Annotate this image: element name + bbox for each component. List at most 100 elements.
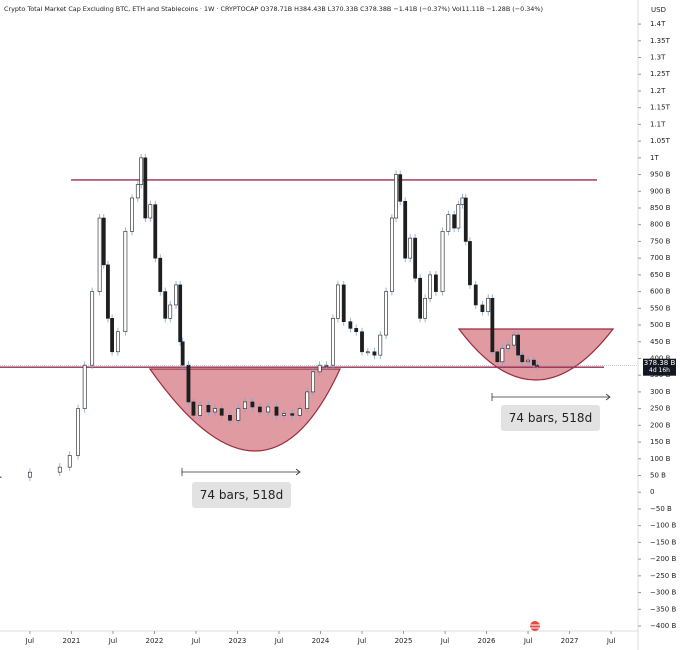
- candle: [418, 277, 423, 319]
- y-tick-label: −350 B: [650, 605, 676, 613]
- y-tick-label: −100 B: [650, 522, 676, 530]
- candle: [463, 197, 468, 242]
- candle: [243, 401, 247, 409]
- candle: [153, 204, 158, 259]
- candle: [27, 471, 32, 478]
- y-tick-label: 550 B: [650, 304, 671, 312]
- candle: [428, 274, 432, 299]
- y-tick-label: 200 B: [650, 421, 671, 429]
- y-tick-label: 300 B: [650, 388, 671, 396]
- candle: [468, 241, 472, 286]
- label-box: [501, 405, 600, 431]
- candle: [174, 284, 178, 306]
- candle: [123, 231, 128, 333]
- candle: [317, 364, 322, 373]
- x-tick-label: Jul: [25, 637, 35, 645]
- candle: [354, 328, 359, 333]
- candle: [206, 404, 211, 413]
- candle: [101, 217, 106, 266]
- candle: [372, 351, 377, 356]
- x-tick-label: 2021: [62, 637, 80, 645]
- candle: [408, 237, 413, 259]
- candle: [398, 174, 403, 202]
- candle: [57, 466, 62, 473]
- y-tick-label: 150 B: [650, 438, 671, 446]
- y-tick-label: 850 B: [650, 204, 671, 212]
- candle: [490, 297, 495, 353]
- measure-right: 74 bars, 518d: [491, 393, 611, 431]
- measure-left: 74 bars, 518d: [181, 468, 301, 508]
- candle: [97, 217, 102, 292]
- candle: [130, 197, 134, 232]
- flag-icon: [530, 621, 540, 631]
- candle: [143, 157, 148, 219]
- y-tick-label: 400 B: [650, 354, 671, 362]
- candle: [336, 284, 340, 319]
- y-tick-label: 900 B: [650, 187, 671, 195]
- candle: [148, 204, 153, 219]
- candle: [456, 204, 461, 229]
- candle: [82, 364, 87, 409]
- candle: [486, 297, 491, 312]
- candle: [67, 455, 72, 468]
- candle: [520, 354, 525, 363]
- candle: [266, 406, 271, 413]
- candle: [526, 359, 530, 363]
- candle: [158, 257, 163, 292]
- x-tick-label: Jul: [274, 637, 284, 645]
- candle: [394, 174, 398, 219]
- candle: [403, 201, 408, 259]
- candle: [434, 274, 438, 292]
- y-tick-label: −50 B: [650, 505, 672, 513]
- y-tick-label: 750 B: [650, 237, 671, 245]
- candle: [198, 404, 202, 416]
- y-tick-label: −400 B: [650, 622, 676, 630]
- y-tick-label: 1.05T: [650, 137, 671, 145]
- candle: [290, 413, 295, 416]
- x-tick-label: 2023: [229, 637, 247, 645]
- candle: [250, 401, 255, 408]
- y-tick-label: −150 B: [650, 538, 676, 546]
- candle: [110, 318, 114, 353]
- y-tick-label: 0: [650, 488, 654, 496]
- y-tick-label: 1T: [650, 154, 659, 162]
- candle: [90, 291, 95, 366]
- candle: [423, 297, 428, 319]
- y-tick-label: 50 B: [650, 472, 666, 480]
- y-tick-label: −250 B: [650, 572, 676, 580]
- candle: [178, 284, 183, 343]
- y-tick-label: 500 B: [650, 321, 671, 329]
- y-tick-label: −200 B: [650, 555, 676, 563]
- candle: [500, 348, 505, 363]
- candle: [378, 334, 383, 356]
- candle: [440, 231, 445, 292]
- y-tick-label: 250 B: [650, 405, 671, 413]
- flag-stripes: [530, 624, 540, 629]
- x-tick-label: Jul: [440, 637, 450, 645]
- candle: [163, 291, 168, 319]
- candle: [495, 351, 500, 363]
- y-tick-label: 700 B: [650, 254, 671, 262]
- y-tick-label: 1.4T: [650, 20, 666, 28]
- candle: [341, 284, 346, 322]
- candle: [297, 408, 302, 416]
- candle: [139, 157, 144, 185]
- y-tick-label: 1.2T: [650, 87, 666, 95]
- candle: [213, 408, 217, 413]
- y-tick-label: 1.15T: [650, 104, 671, 112]
- candle: [186, 364, 191, 403]
- plot: [0, 153, 638, 482]
- candle: [413, 237, 418, 279]
- candle: [516, 334, 520, 356]
- x-tick-label: 2022: [146, 637, 164, 645]
- y-tick-label: 1.3T: [650, 54, 666, 62]
- candle: [274, 406, 279, 416]
- y-tick-label: 1.35T: [650, 37, 671, 45]
- price-box: [643, 358, 676, 376]
- annotation: 74 bars, 518d: [509, 411, 592, 425]
- measure-arrow: [605, 393, 611, 401]
- candle: [257, 406, 262, 413]
- y-tick-label: 100 B: [650, 455, 671, 463]
